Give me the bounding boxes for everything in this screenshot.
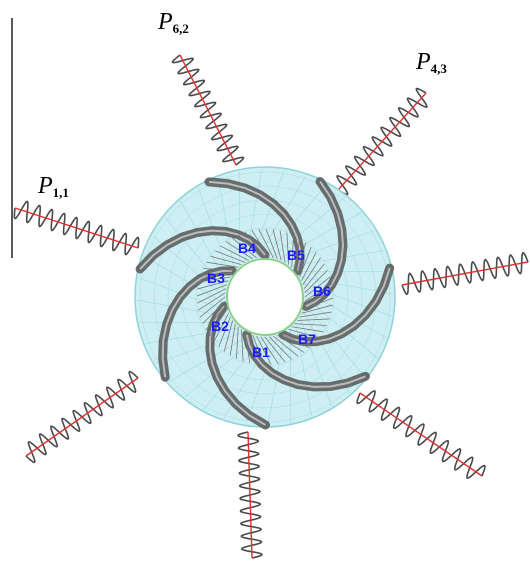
impeller-vane-highlight — [208, 305, 267, 426]
hub-hatch-line — [210, 255, 242, 266]
hub-hatch-line — [303, 263, 325, 289]
hub-hatch-line — [304, 276, 331, 298]
hub-hatch-line — [199, 296, 226, 318]
hub-hatch-line — [225, 241, 253, 260]
hub-hatch-line — [252, 334, 265, 366]
hub-hatch-line — [244, 231, 266, 258]
spring-axis-line — [14, 207, 139, 249]
hub-hatch-line — [272, 229, 282, 261]
hub-hatch-line — [288, 328, 320, 339]
springs-group — [13, 54, 529, 559]
hub-hatch-line — [256, 335, 272, 365]
label-p11: P1,1 — [38, 173, 69, 200]
hub-hatch-line — [301, 252, 317, 281]
hub-hatch-line — [302, 257, 321, 285]
impeller-disk — [134, 166, 396, 430]
hub-hatch-line — [265, 228, 278, 260]
mesh-line — [244, 168, 263, 263]
hub-hatch-line — [258, 229, 274, 259]
hub-hatch-line — [223, 320, 234, 352]
hub-hatch-line — [279, 230, 286, 263]
hub-hatch-line — [197, 288, 227, 304]
hub-hatch-line — [218, 316, 231, 348]
blade-labels: B1 B2 B3 B4 B5 B6 B7 — [207, 240, 331, 360]
hub-hatch-line — [299, 311, 332, 318]
label-p62: P6,2 — [158, 9, 189, 36]
hub-hatch-line — [301, 304, 333, 314]
spring-axis-line — [179, 54, 237, 166]
hub-hatch-line — [260, 336, 279, 364]
mesh-line — [164, 216, 226, 291]
mesh-line — [304, 296, 378, 359]
hub-hatch-line — [200, 273, 233, 276]
hub-hatch-line — [241, 329, 244, 362]
hub-hatch-line — [213, 313, 229, 342]
hub-hatch-line — [196, 284, 228, 297]
hub-hatch-line — [203, 268, 236, 271]
hub-hatch-line — [202, 300, 226, 325]
mesh-line — [264, 184, 327, 258]
hub-hatch-line — [231, 237, 257, 259]
hub-hatch-line — [281, 333, 310, 349]
impeller-vane-highlight — [282, 267, 391, 343]
blade-label-b7: B7 — [298, 331, 316, 347]
hub-hatch-line — [284, 331, 316, 344]
mesh-line — [302, 283, 392, 317]
hub-hatch-line — [277, 334, 305, 353]
spring-axis-line — [401, 261, 529, 286]
hub-hatch-line — [291, 235, 294, 268]
hub-hatch-line — [264, 336, 286, 363]
label-p43: P4,3 — [416, 49, 447, 76]
hub-hatch-line — [303, 290, 333, 306]
hub-hatch-line — [198, 276, 231, 283]
hub-hatch-line — [297, 318, 330, 321]
blade-label-b5: B5 — [287, 247, 305, 263]
hub-hatch-line — [294, 238, 301, 271]
hub-hatch-line — [214, 250, 246, 263]
hub-hatch-line — [236, 326, 239, 359]
blade-label-b6: B6 — [313, 283, 331, 299]
hub-hatch-line — [220, 245, 249, 261]
hub-hatch-line — [299, 246, 312, 278]
impeller-vane-highlight — [208, 180, 302, 272]
impeller-vane-highlight — [161, 269, 233, 378]
hub-hatch-line — [237, 234, 262, 258]
blade-label-b3: B3 — [207, 270, 225, 286]
hub-hatch-line — [304, 269, 328, 294]
impeller-vane-highlight — [245, 334, 366, 388]
hub-hatch-line — [206, 261, 239, 268]
impeller-vanes — [135, 177, 395, 430]
hub-hatch-line — [304, 283, 332, 302]
hub-hatch-line — [296, 242, 307, 274]
hub-hatch-line — [244, 331, 251, 364]
mesh-line — [155, 331, 246, 364]
spring-axis-line — [359, 392, 483, 477]
spring-axis-line — [337, 92, 427, 191]
hub-hatch-line — [286, 232, 289, 265]
impeller-vane-highlight — [139, 229, 266, 270]
hub-hatch-line — [209, 309, 228, 337]
hub-circle — [226, 258, 304, 336]
hub-hatch-line — [294, 323, 327, 326]
hub-hatch-line — [302, 297, 334, 310]
mesh-line — [245, 334, 279, 424]
hub-hatch-line — [248, 333, 258, 365]
hub-hatch-line — [197, 280, 229, 290]
spring-axis-line — [25, 377, 139, 457]
mesh-line — [299, 316, 332, 407]
blade-label-b1: B1 — [252, 344, 270, 360]
hub-hatch-line — [268, 336, 293, 360]
mesh-line — [218, 177, 235, 272]
hub-hatch-line — [273, 335, 299, 357]
hub-hatch-line — [198, 292, 226, 311]
hub-hatch-line — [291, 326, 324, 333]
hub-hatch-line — [229, 323, 236, 356]
spring-axis-line — [247, 431, 253, 559]
blade-label-b4: B4 — [238, 240, 256, 256]
hub-hatch-line — [251, 230, 270, 258]
hub-hatch-line — [205, 305, 227, 331]
blade-label-b2: B2 — [211, 318, 229, 334]
